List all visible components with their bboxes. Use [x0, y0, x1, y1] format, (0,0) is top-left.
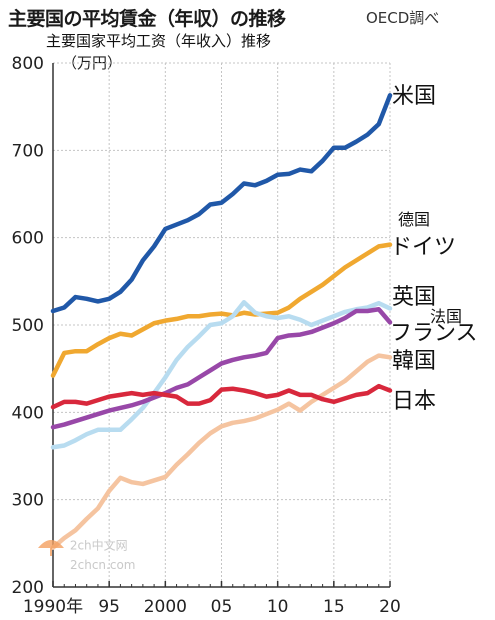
series-line-5	[50, 383, 393, 410]
watermark: 2ch中文网 2chcn.com	[36, 534, 135, 572]
series-label-0: 米国	[392, 84, 436, 109]
source-note: OECD調べ	[366, 9, 440, 27]
y-tick-label-200: 200	[12, 578, 44, 598]
umbrella-logo-icon	[38, 540, 64, 556]
y-tick-label-500: 500	[12, 316, 44, 336]
y-axis-unit: （万円）	[62, 54, 123, 72]
series-extra-label-3: 法国	[430, 307, 462, 326]
x-tick-label-1990: 1990年	[23, 597, 83, 617]
x-tick-label-2000: 2000	[144, 597, 187, 617]
watermark-url: 2chcn.com	[70, 558, 136, 572]
series-label-3: フランス	[390, 321, 478, 346]
x-tick-label-2020: 20	[379, 597, 401, 617]
series-extra-label-1: 德国	[398, 210, 430, 229]
series-label-1: ドイツ	[390, 235, 456, 260]
y-tick-label-300: 300	[12, 491, 44, 511]
series-line-0	[50, 93, 393, 314]
watermark-text: 2ch中文网	[69, 538, 128, 553]
series-line-4	[50, 353, 393, 550]
series-line-1	[50, 242, 393, 378]
chart-subtitle: 主要国家平均工资（年收入）推移	[46, 32, 272, 50]
x-tick-label-2010: 10	[267, 597, 289, 617]
chart-title: 主要国の平均賃金（年収）の推移	[8, 8, 286, 30]
series-label-5: 日本	[392, 389, 436, 414]
series-line-2	[50, 300, 393, 450]
series-label-2: 英国	[392, 285, 436, 310]
x-tick-label-1995: 95	[98, 597, 120, 617]
series-line-3	[50, 307, 393, 430]
y-tick-label-400: 400	[12, 403, 44, 423]
series-label-4: 韓国	[392, 349, 436, 374]
y-tick-label-800: 800	[12, 54, 44, 74]
y-tick-label-700: 700	[12, 141, 44, 161]
y-tick-label-600: 600	[12, 229, 44, 249]
x-tick-label-2015: 15	[323, 597, 345, 617]
x-tick-label-2005: 05	[211, 597, 233, 617]
